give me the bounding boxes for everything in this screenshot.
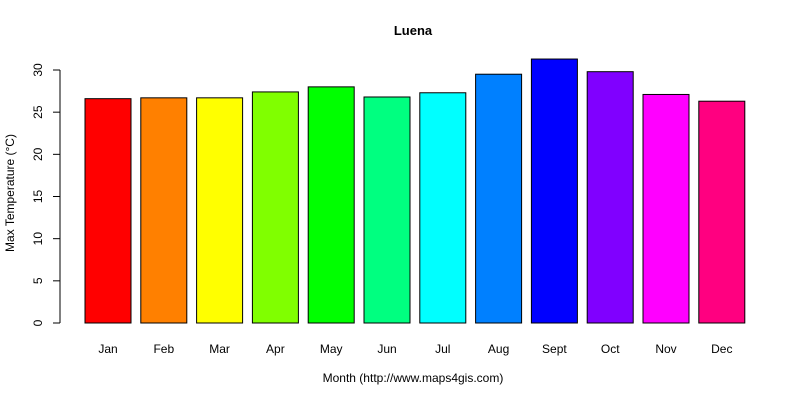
- bar-jul: [419, 92, 467, 324]
- bar-jun: [363, 96, 411, 324]
- y-tick-label: 25: [31, 105, 45, 119]
- x-tick-label: Nov: [655, 342, 676, 356]
- bars: [84, 58, 746, 324]
- x-tick-label: Dec: [711, 342, 732, 356]
- x-tick-label: Jun: [377, 342, 396, 356]
- x-tick-label: May: [320, 342, 343, 356]
- bar-mar: [196, 97, 244, 324]
- y-tick-label: 30: [31, 63, 45, 77]
- y-tick-label: 15: [31, 190, 45, 204]
- x-tick-label: Apr: [266, 342, 285, 356]
- x-tick-label: Oct: [601, 342, 620, 356]
- x-tick-label: Feb: [153, 342, 174, 356]
- bar-apr: [251, 91, 299, 324]
- x-tick-label: Aug: [488, 342, 509, 356]
- x-tick-label: Sept: [542, 342, 567, 356]
- bar-feb: [140, 97, 188, 324]
- bar-oct: [586, 71, 634, 324]
- y-tick-label: 20: [31, 147, 45, 161]
- y-axis: 0 5 10 15 20 25 30: [31, 63, 61, 326]
- bar-dec: [698, 100, 746, 324]
- chart-title: Luena: [394, 23, 433, 38]
- y-tick-label: 5: [31, 277, 45, 284]
- bar-nov: [642, 93, 690, 324]
- y-tick-label: 0: [31, 319, 45, 326]
- bar-sept: [530, 58, 578, 324]
- y-tick-label: 10: [31, 232, 45, 246]
- x-tick-label: Jan: [98, 342, 117, 356]
- x-tick-label: Jul: [435, 342, 450, 356]
- y-axis-label: Max Temperature (°C): [3, 134, 17, 252]
- bar-jan: [84, 98, 132, 324]
- x-tick-labels: Jan Feb Mar Apr May Jun Jul Aug Sept Oct Nov Dec: [98, 342, 732, 356]
- x-tick-label: Mar: [209, 342, 230, 356]
- x-axis-label: Month (http://www.maps4gis.com): [323, 371, 504, 385]
- bar-aug: [475, 73, 523, 324]
- bar-may: [307, 86, 355, 324]
